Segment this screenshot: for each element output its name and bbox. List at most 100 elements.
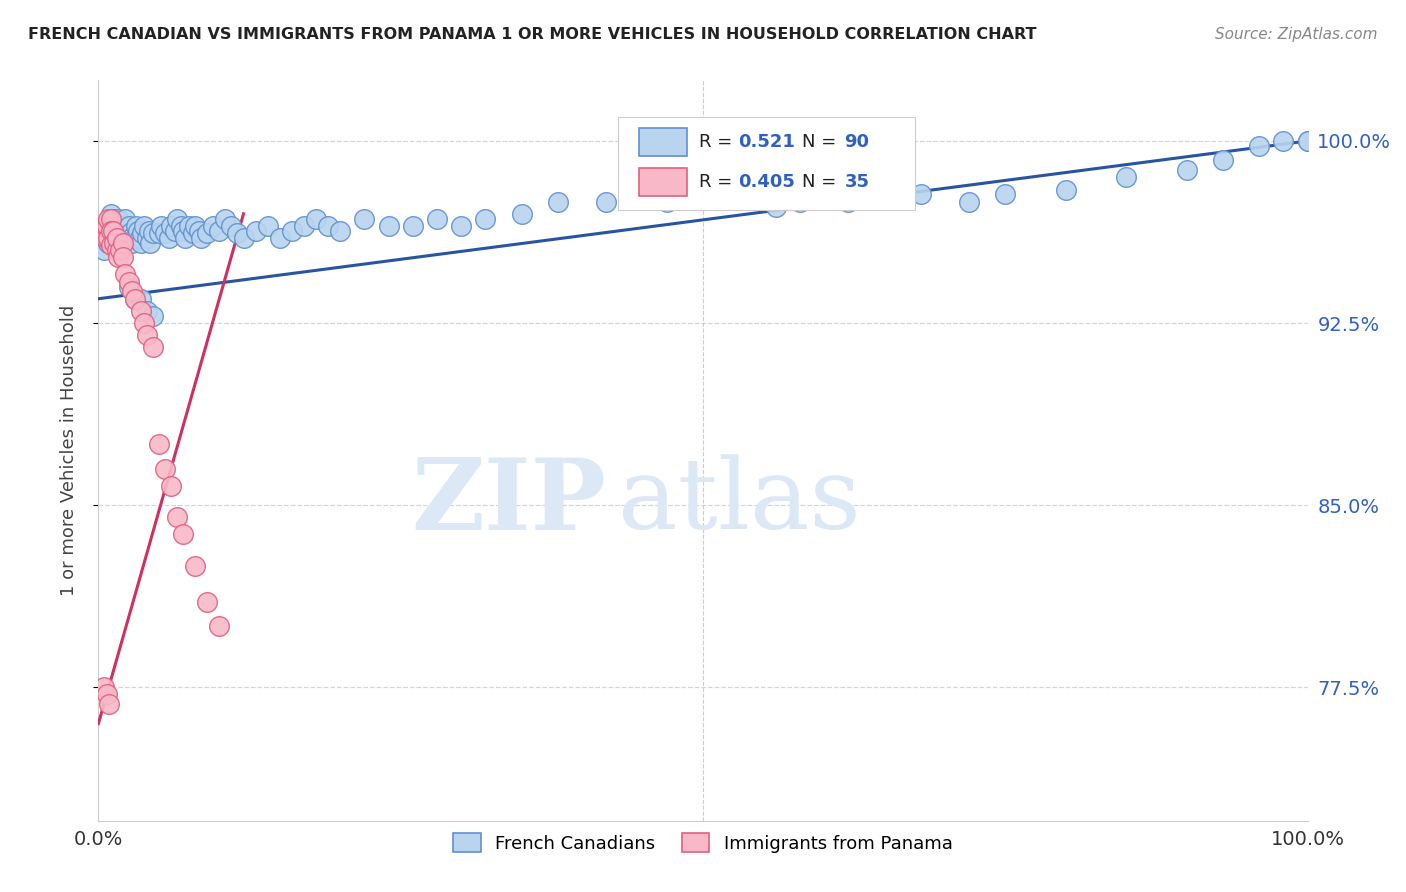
Point: [166, 211, 188, 226]
Point: [111, 251, 134, 265]
Point: [329, 224, 352, 238]
Point: [232, 231, 254, 245]
Point: [114, 211, 136, 226]
Text: ZIP: ZIP: [412, 454, 606, 550]
Point: [93, 680, 115, 694]
Point: [93, 243, 115, 257]
Point: [1054, 182, 1077, 196]
Point: [131, 226, 153, 240]
Point: [153, 226, 176, 240]
Point: [108, 243, 131, 257]
Point: [281, 224, 304, 238]
Point: [111, 235, 134, 250]
Point: [100, 207, 122, 221]
Point: [957, 194, 980, 209]
Point: [129, 304, 152, 318]
Point: [93, 219, 115, 233]
Point: [837, 194, 859, 209]
Point: [105, 231, 128, 245]
Point: [1272, 134, 1295, 148]
Point: [1249, 138, 1271, 153]
Point: [195, 226, 218, 240]
Point: [184, 219, 207, 233]
Text: N =: N =: [803, 133, 842, 151]
Point: [138, 224, 160, 238]
Point: [118, 226, 141, 240]
Text: 0.521: 0.521: [738, 133, 794, 151]
Point: [96, 226, 118, 240]
Point: [187, 224, 209, 238]
Point: [1212, 153, 1234, 168]
Point: [148, 226, 170, 240]
Point: [208, 619, 231, 633]
Point: [108, 243, 131, 257]
Point: [134, 219, 156, 233]
Point: [124, 292, 146, 306]
Point: [716, 187, 738, 202]
Point: [142, 226, 165, 240]
Point: [1296, 134, 1319, 148]
Point: [124, 292, 146, 306]
Point: [120, 231, 142, 245]
Point: [100, 224, 122, 238]
Point: [98, 697, 121, 711]
Point: [595, 194, 617, 209]
Point: [172, 224, 194, 238]
Point: [163, 224, 186, 238]
Point: [114, 268, 136, 282]
Text: 0.405: 0.405: [738, 173, 794, 191]
Point: [100, 238, 122, 252]
FancyBboxPatch shape: [619, 118, 915, 210]
Point: [181, 226, 204, 240]
Point: [124, 231, 146, 245]
Point: [426, 211, 449, 226]
Legend: French Canadians, Immigrants from Panama: French Canadians, Immigrants from Panama: [446, 826, 960, 860]
Point: [157, 231, 180, 245]
Point: [135, 304, 157, 318]
Point: [169, 219, 191, 233]
Point: [105, 243, 128, 257]
Point: [226, 226, 249, 240]
Point: [166, 510, 188, 524]
Point: [172, 527, 194, 541]
Text: R =: R =: [699, 173, 738, 191]
Point: [107, 251, 129, 265]
Point: [118, 219, 141, 233]
Text: 90: 90: [845, 133, 869, 151]
Point: [127, 224, 149, 238]
Point: [269, 231, 291, 245]
Point: [121, 235, 143, 250]
Point: [221, 219, 243, 233]
Point: [474, 211, 496, 226]
Point: [202, 219, 225, 233]
Point: [174, 231, 197, 245]
Point: [103, 235, 125, 250]
Point: [107, 211, 129, 226]
Point: [316, 219, 339, 233]
Point: [789, 194, 811, 209]
Point: [160, 219, 183, 233]
Point: [101, 231, 124, 245]
Text: 35: 35: [845, 173, 869, 191]
Point: [134, 316, 156, 330]
Point: [765, 200, 787, 214]
Point: [94, 231, 117, 245]
Point: [135, 328, 157, 343]
Point: [994, 187, 1017, 202]
FancyBboxPatch shape: [638, 128, 688, 156]
Point: [129, 292, 152, 306]
Y-axis label: 1 or more Vehicles in Household: 1 or more Vehicles in Household: [59, 305, 77, 596]
Text: N =: N =: [803, 173, 842, 191]
Point: [97, 235, 120, 250]
Point: [96, 687, 118, 701]
Point: [115, 226, 138, 240]
Point: [100, 211, 122, 226]
Point: [105, 231, 128, 245]
Text: R =: R =: [699, 133, 738, 151]
Point: [118, 275, 141, 289]
Point: [148, 437, 170, 451]
Point: [142, 309, 165, 323]
Point: [402, 219, 425, 233]
Point: [305, 211, 328, 226]
Point: [208, 224, 231, 238]
